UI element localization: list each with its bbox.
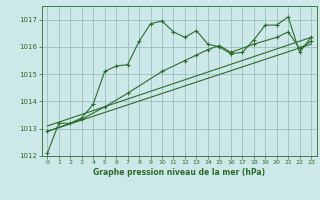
X-axis label: Graphe pression niveau de la mer (hPa): Graphe pression niveau de la mer (hPa) (93, 168, 265, 177)
